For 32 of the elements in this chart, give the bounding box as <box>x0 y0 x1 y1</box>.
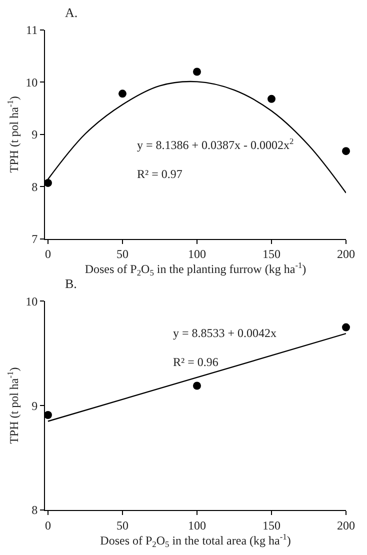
x-tick-label: 200 <box>337 247 355 262</box>
x-tick-label: 0 <box>44 247 51 262</box>
y-tick-label: 10 <box>26 75 38 90</box>
x-tick-label: 150 <box>262 518 280 532</box>
annotation: y = 8.8533 + 0.0042x <box>173 326 277 340</box>
x-tick-label: 50 <box>116 247 128 262</box>
point <box>192 382 201 390</box>
point <box>342 323 350 332</box>
y-tick-label: 10 <box>26 294 38 308</box>
y-tick-label: 8 <box>32 503 38 518</box>
annotation: y = 8.1386 + 0.0387x - 0.0002x$^{2}$ <box>137 137 294 152</box>
x-tick-label: 150 <box>262 247 280 262</box>
x-tick-label: 50 <box>116 518 128 532</box>
chart-title: B. <box>65 276 77 291</box>
y-tick-label: 8 <box>32 180 38 194</box>
y-tick-label: 7 <box>32 232 38 246</box>
point <box>342 147 350 156</box>
chart-title: A. <box>65 5 78 20</box>
x-axis-title: Doses of P$_{2}$O$_{5}$ in the planting furrow (kg ha$^{-1}$) <box>84 261 306 278</box>
x-axis-title: Doses of P$_{2}$O$_{5}$ in the total area (kg ha$^{-1}$) <box>100 532 291 549</box>
point <box>268 94 276 103</box>
annotation: R² = 0.96 <box>173 355 218 369</box>
point <box>118 90 126 98</box>
y-tick-label: 9 <box>32 398 38 413</box>
y-tick-label: 11 <box>26 23 38 38</box>
y-tick-label: 9 <box>32 128 38 142</box>
x-tick-label: 100 <box>188 518 206 532</box>
x-tick-label: 0 <box>44 518 51 532</box>
x-tick-label: 100 <box>188 247 206 262</box>
point <box>192 68 201 76</box>
annotation: R² = 0.97 <box>137 167 182 181</box>
x-tick-label: 200 <box>337 518 355 532</box>
